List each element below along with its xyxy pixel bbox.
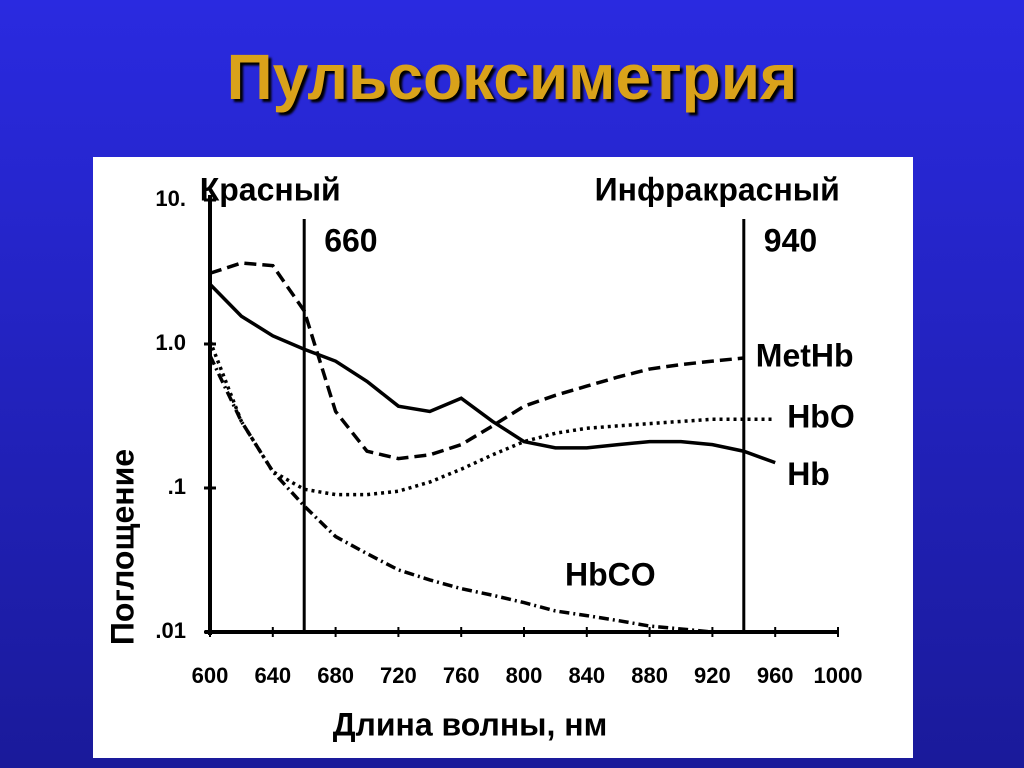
x-tick-label: 680: [317, 663, 354, 688]
y-tick-label: 1.0: [155, 330, 186, 355]
x-tick-label: 640: [254, 663, 291, 688]
series-line: [208, 354, 713, 634]
series-label: Hb: [787, 456, 830, 492]
x-tick-label: 880: [631, 663, 668, 688]
marker-name: Красный: [200, 171, 341, 207]
x-tick-label: 1000: [814, 663, 863, 688]
x-tick-label: 840: [568, 663, 605, 688]
series-line: [208, 283, 776, 465]
marker-name: Инфракрасный: [595, 171, 840, 207]
x-tick-label: 920: [694, 663, 731, 688]
chart: Длина волны, нм Поглощение .01 .1 1.0 10. 60…: [93, 157, 913, 758]
marker-value: 940: [764, 222, 817, 258]
x-axis-label: Длина волны, нм: [333, 706, 608, 742]
y-tick-label: 10.: [155, 186, 186, 211]
x-tick-label: 760: [443, 663, 480, 688]
x-tick-label: 960: [757, 663, 794, 688]
slide-title: Пульсоксиметрия: [226, 41, 798, 113]
series-label: HbO: [787, 399, 855, 435]
y-axis-label: Поглощение: [104, 449, 140, 645]
y-tick-label: .1: [168, 474, 186, 499]
x-tick-label: 600: [192, 663, 229, 688]
series-label: MetHb: [756, 337, 854, 373]
x-tick-label: 720: [380, 663, 417, 688]
series-line: [209, 261, 744, 461]
marker-value: 660: [324, 222, 377, 258]
series-label: HbCO: [565, 556, 656, 592]
y-tick-label: .01: [155, 618, 186, 643]
x-tick-label: 800: [506, 663, 543, 688]
